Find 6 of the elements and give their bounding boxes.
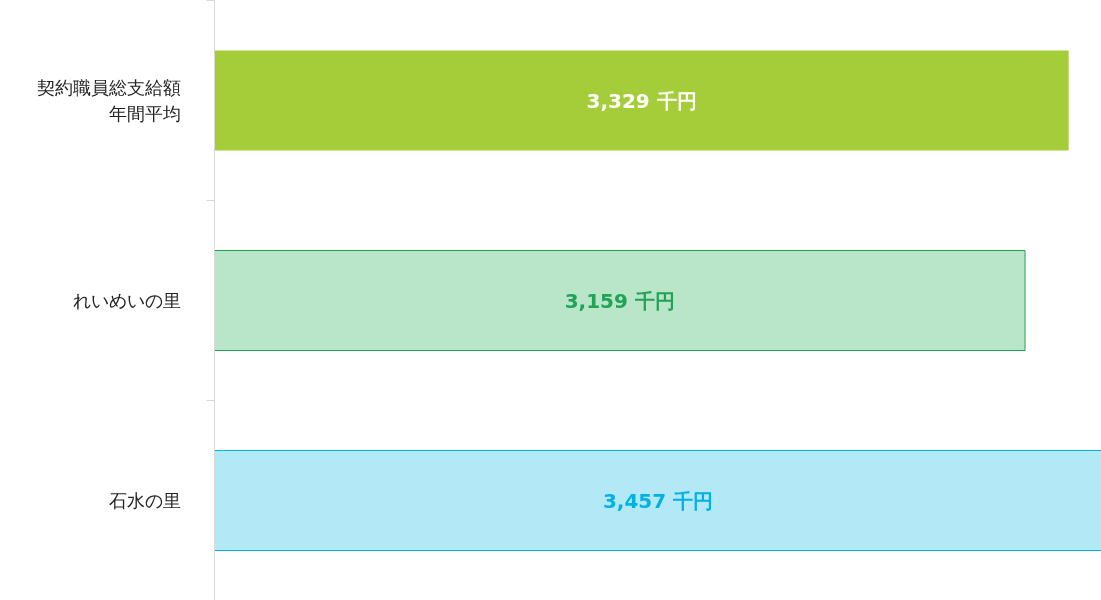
y-tick-label: れいめいの里 [72,290,181,311]
data-label: 3,159 千円 [564,288,675,313]
y-tick-label: 契約職員総支給額年間平均 [36,77,181,124]
y-tick-label: 石水の里 [108,490,181,511]
data-label: 3,457 千円 [602,488,714,513]
data-label: 3,329 千円 [586,88,697,113]
